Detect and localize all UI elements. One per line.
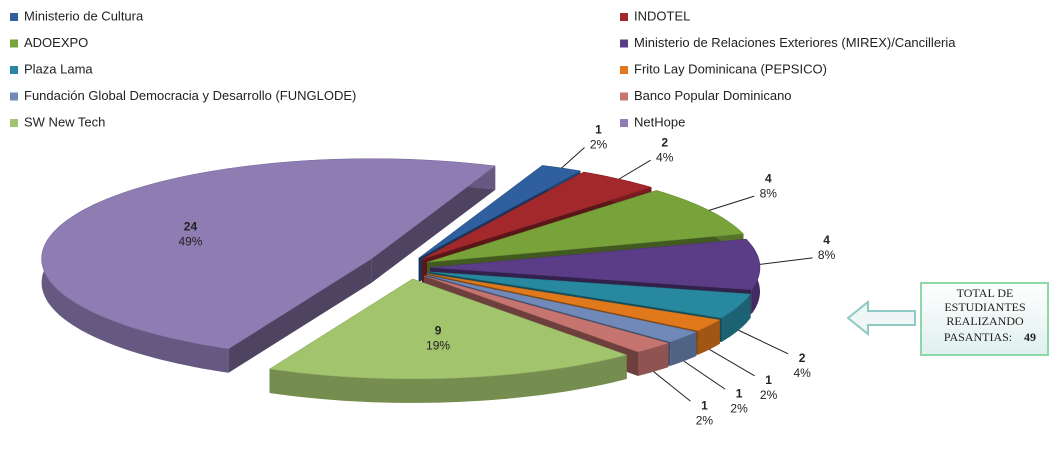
data-label-count: 4 [823, 233, 830, 247]
slice [423, 275, 670, 353]
slice-side [670, 332, 697, 366]
legend-swatch [10, 39, 18, 48]
data-label-count: 2 [799, 351, 806, 365]
leader-line [709, 195, 755, 211]
data-label-percent: 2% [730, 401, 748, 415]
data-label-percent: 2% [590, 138, 608, 152]
legend-label: Frito Lay Dominicana (PEPSICO) [634, 61, 827, 76]
legend-label: ADOEXPO [24, 35, 88, 50]
leader-line [759, 257, 813, 265]
slice [427, 273, 721, 332]
data-label-percent: 19% [426, 339, 450, 353]
legend-swatch [10, 119, 18, 127]
legend-label: Banco Popular Dominicano [634, 88, 792, 103]
slice-side [721, 294, 751, 342]
slice-side [269, 355, 627, 403]
legend-label: Fundación Global Democracia y Desarrollo… [24, 88, 356, 103]
slice [425, 274, 698, 343]
data-label-count: 9 [435, 324, 442, 338]
arrow [846, 299, 916, 337]
leader-line [709, 349, 755, 377]
legend-swatch [620, 92, 628, 101]
pie-tops [41, 158, 761, 380]
slice [429, 238, 761, 291]
slice-side [697, 319, 720, 355]
leader-line [683, 360, 726, 390]
slice-side [371, 165, 496, 283]
legend-swatch [620, 39, 628, 48]
data-label-count: 1 [736, 386, 743, 400]
slice-side [638, 343, 669, 376]
legend-swatch [620, 13, 628, 21]
legend-swatch [10, 13, 18, 21]
annotation-box [920, 282, 1049, 356]
data-label-percent: 4% [656, 150, 674, 164]
data-label-percent: 8% [760, 186, 778, 200]
annotation-text: PASANTIAS: [944, 330, 1012, 344]
legend-label: Ministerio de Cultura [24, 8, 144, 23]
data-label-percent: 2% [696, 413, 714, 427]
data-label-count: 1 [595, 123, 602, 137]
data-label-count: 4 [765, 171, 772, 185]
data-label-count: 24 [184, 220, 198, 234]
slice [41, 158, 496, 350]
legend-label: NetHope [634, 114, 685, 129]
data-label-count: 2 [661, 135, 668, 149]
legend-label: INDOTEL [634, 8, 690, 23]
annotation-value: 49 [1024, 330, 1036, 344]
legend-label: Ministerio de Relaciones Exteriores (MIR… [634, 35, 956, 50]
slice [428, 271, 752, 319]
annotation-text: TOTAL DE [957, 286, 1014, 300]
legend-swatch [10, 66, 18, 74]
legend-swatch [620, 66, 628, 74]
data-label-percent: 2% [760, 388, 778, 402]
legend-label: SW New Tech [24, 114, 105, 129]
slice [268, 278, 628, 380]
data-label-percent: 8% [818, 248, 836, 262]
data-label-percent: 4% [793, 366, 811, 380]
data-label-count: 1 [765, 373, 772, 387]
legend-swatch [10, 92, 18, 101]
slice [418, 165, 582, 259]
data-label-count: 1 [701, 398, 708, 412]
annotation-text: ESTUDIANTES [944, 300, 1025, 314]
annotation-text: REALIZANDO [946, 314, 1024, 328]
leader-line [738, 329, 789, 355]
leader-line [618, 159, 651, 180]
data-label-percent: 49% [178, 235, 202, 249]
leader-line [653, 371, 691, 402]
legend-label: Plaza Lama [24, 61, 93, 76]
legend-swatch [620, 119, 628, 127]
leader-line [561, 147, 585, 169]
slice [421, 171, 653, 260]
slice-side [228, 258, 372, 373]
